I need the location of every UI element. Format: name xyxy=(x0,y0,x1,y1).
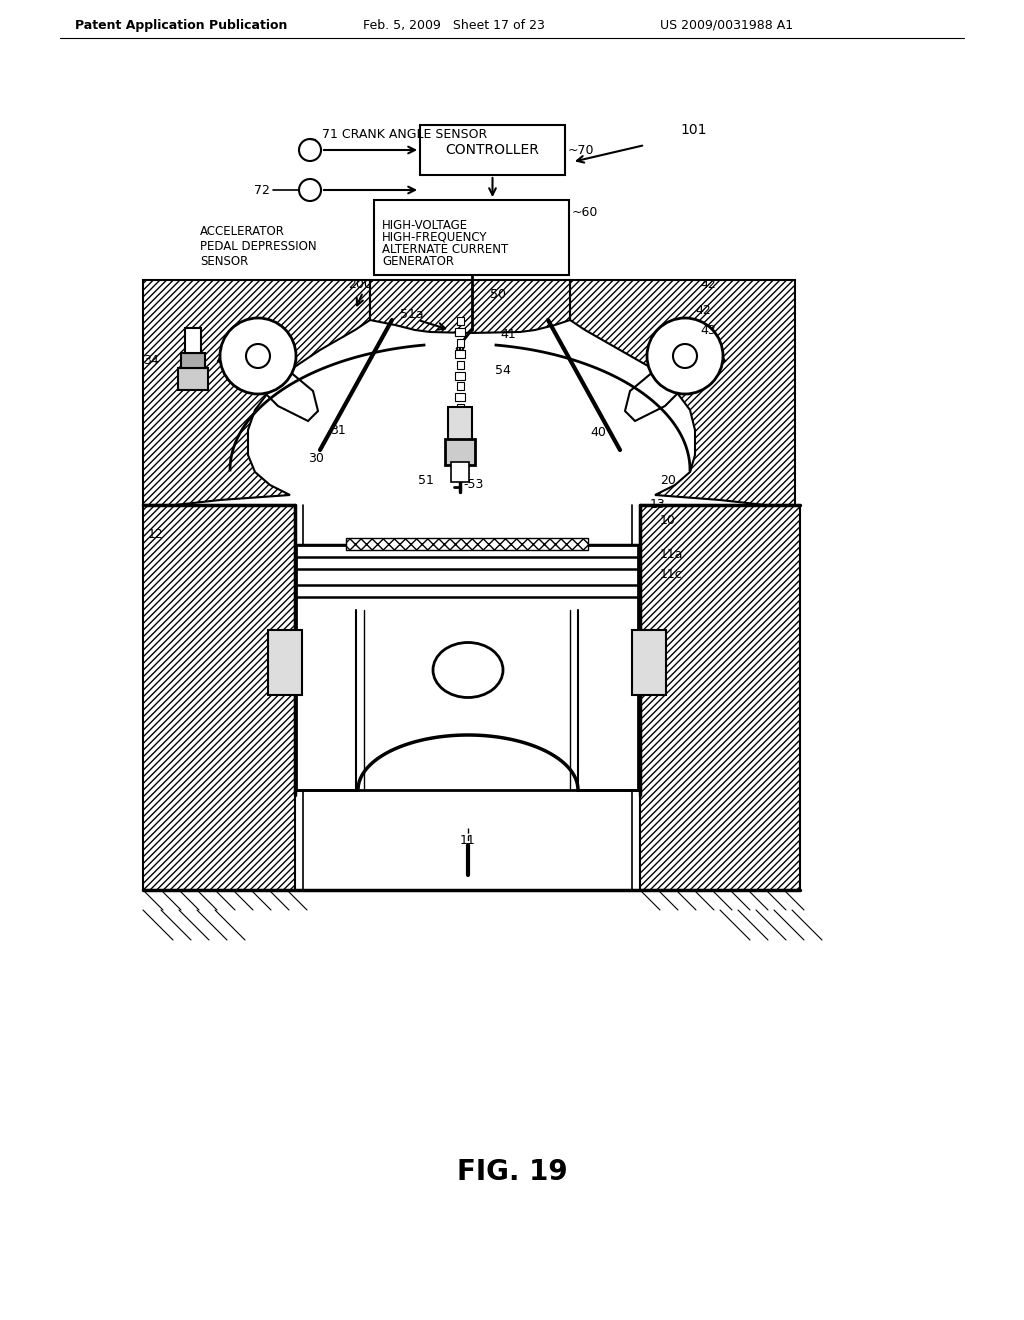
Text: 51: 51 xyxy=(418,474,434,487)
Text: 10: 10 xyxy=(660,513,676,527)
Circle shape xyxy=(647,318,723,393)
Text: 51a: 51a xyxy=(400,309,424,322)
Bar xyxy=(457,426,464,434)
Text: 41: 41 xyxy=(500,329,516,342)
Text: HIGH-VOLTAGE: HIGH-VOLTAGE xyxy=(382,219,468,232)
Bar xyxy=(455,350,465,358)
Text: 42: 42 xyxy=(695,304,711,317)
Text: Feb. 5, 2009   Sheet 17 of 23: Feb. 5, 2009 Sheet 17 of 23 xyxy=(362,18,545,32)
Text: -53: -53 xyxy=(463,479,483,491)
Bar xyxy=(455,327,465,335)
Bar xyxy=(455,371,465,380)
Text: 40: 40 xyxy=(590,425,606,438)
Polygon shape xyxy=(218,345,318,421)
Bar xyxy=(143,506,295,890)
Text: 50: 50 xyxy=(490,289,506,301)
Bar xyxy=(455,437,465,445)
Text: ACCELERATOR
PEDAL DEPRESSION
SENSOR: ACCELERATOR PEDAL DEPRESSION SENSOR xyxy=(200,224,316,268)
Text: US 2009/0031988 A1: US 2009/0031988 A1 xyxy=(660,18,794,32)
Bar xyxy=(457,404,464,412)
Text: 20: 20 xyxy=(660,474,676,487)
Circle shape xyxy=(220,318,296,393)
Bar xyxy=(455,393,465,401)
Text: ~60: ~60 xyxy=(572,206,598,219)
Text: 31: 31 xyxy=(330,424,346,437)
Bar xyxy=(449,407,472,442)
Bar xyxy=(181,352,205,368)
Bar xyxy=(457,317,464,325)
Text: CONTROLLER: CONTROLLER xyxy=(445,143,540,157)
Text: 54: 54 xyxy=(495,363,511,376)
Text: 11a: 11a xyxy=(660,549,683,561)
Text: 200: 200 xyxy=(348,279,372,292)
Polygon shape xyxy=(570,280,795,506)
Bar xyxy=(346,539,588,550)
Bar xyxy=(457,360,464,368)
Polygon shape xyxy=(370,280,570,333)
Text: 43: 43 xyxy=(700,323,716,337)
Bar xyxy=(457,339,464,347)
Text: HIGH-FREQUENCY: HIGH-FREQUENCY xyxy=(382,231,487,244)
Text: 101: 101 xyxy=(680,123,707,137)
Text: 30: 30 xyxy=(308,451,324,465)
Bar xyxy=(451,462,469,482)
Text: FIG. 19: FIG. 19 xyxy=(457,1158,567,1185)
Bar xyxy=(374,201,569,275)
Text: 11: 11 xyxy=(460,833,476,846)
Text: 71 CRANK ANGLE SENSOR: 71 CRANK ANGLE SENSOR xyxy=(322,128,487,141)
Text: 12: 12 xyxy=(148,528,164,541)
Bar xyxy=(420,125,565,176)
Text: 34: 34 xyxy=(143,354,159,367)
Text: 11c: 11c xyxy=(660,569,683,582)
Polygon shape xyxy=(143,280,370,506)
Bar xyxy=(268,630,302,696)
Text: ALTERNATE CURRENT: ALTERNATE CURRENT xyxy=(382,243,508,256)
Bar xyxy=(178,368,208,389)
Text: 42: 42 xyxy=(700,279,716,292)
Text: GENERATOR: GENERATOR xyxy=(382,255,454,268)
Bar xyxy=(445,440,475,465)
Text: Patent Application Publication: Patent Application Publication xyxy=(75,18,288,32)
Text: 72: 72 xyxy=(254,183,270,197)
Bar xyxy=(632,630,666,696)
Bar xyxy=(640,506,800,890)
Bar xyxy=(185,327,201,352)
Text: 13: 13 xyxy=(650,498,666,511)
Bar xyxy=(457,383,464,391)
Circle shape xyxy=(246,345,270,368)
Polygon shape xyxy=(625,345,725,421)
Bar xyxy=(296,545,638,789)
Text: ~70: ~70 xyxy=(568,144,595,157)
Circle shape xyxy=(673,345,697,368)
Bar xyxy=(455,416,465,424)
